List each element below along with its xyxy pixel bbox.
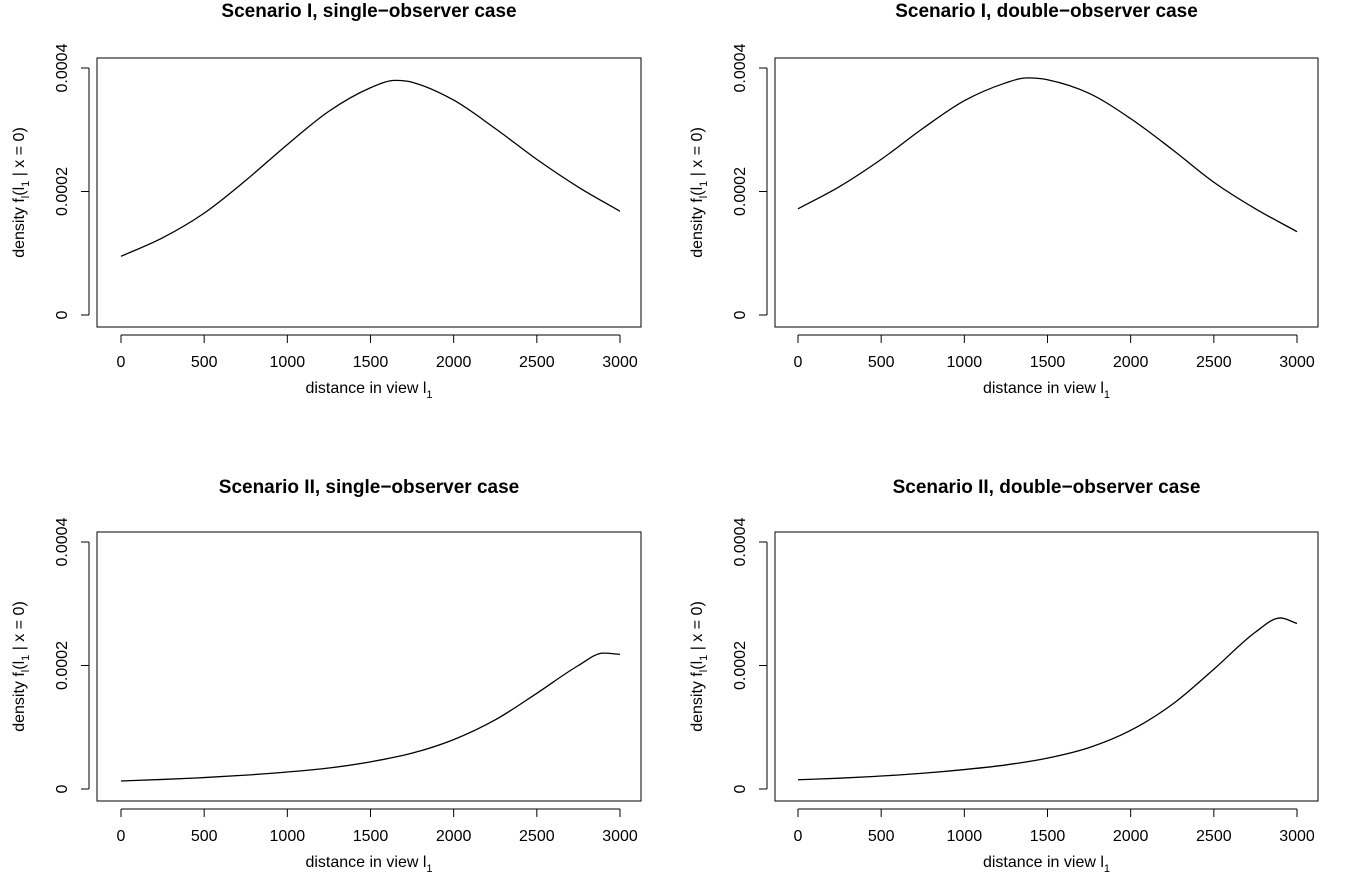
chart-title: Scenario I, double−observer case xyxy=(895,1,1198,22)
x-tick-label: 1500 xyxy=(1030,828,1066,845)
y-tick-label: 0.0004 xyxy=(732,43,749,92)
y-tick-label: 0.0002 xyxy=(54,641,71,690)
y-axis-label: density fl(l1 | x = 0) xyxy=(11,601,32,732)
x-tick-label: 500 xyxy=(191,354,218,371)
density-curve xyxy=(797,77,1298,233)
y-tick-label: 0 xyxy=(732,310,749,319)
x-tick-label: 0 xyxy=(117,354,126,371)
x-tick-label: 500 xyxy=(868,354,895,371)
y-tick-label: 0 xyxy=(54,784,71,793)
plot-frame xyxy=(96,531,642,802)
x-tick-label: 1000 xyxy=(270,354,306,371)
density-curve xyxy=(120,79,621,257)
x-tick-label: 0 xyxy=(117,828,126,845)
x-tick-label: 1000 xyxy=(270,828,306,845)
y-tick-label: 0.0002 xyxy=(54,167,71,216)
chart-title: Scenario I, single−observer case xyxy=(221,1,516,22)
y-axis-label: density fl(l1 | x = 0) xyxy=(689,127,710,258)
x-tick-label: 2500 xyxy=(1196,354,1232,371)
chart-title: Scenario II, single−observer case xyxy=(219,477,519,498)
x-tick-label: 3000 xyxy=(1279,828,1315,845)
density-curve xyxy=(797,617,1298,781)
plot-frame xyxy=(96,57,642,328)
y-tick-label: 0.0002 xyxy=(732,167,749,216)
x-tick-label: 3000 xyxy=(602,828,638,845)
x-axis-label: distance in view l1 xyxy=(305,380,432,401)
x-tick-label: 3000 xyxy=(602,354,638,371)
y-tick-label: 0 xyxy=(54,310,71,319)
y-tick-label: 0.0004 xyxy=(54,43,71,92)
plot-frame xyxy=(774,57,1319,328)
density-curve xyxy=(120,652,621,782)
x-tick-label: 2000 xyxy=(436,354,472,371)
x-tick-label: 1500 xyxy=(353,828,389,845)
y-tick-label: 0.0004 xyxy=(54,517,71,566)
y-axis-label: density fl(l1 | x = 0) xyxy=(11,127,32,258)
x-axis-label: distance in view l1 xyxy=(983,380,1110,401)
x-tick-label: 500 xyxy=(868,828,895,845)
x-tick-label: 1500 xyxy=(353,354,389,371)
x-tick-label: 3000 xyxy=(1279,354,1315,371)
x-tick-label: 2500 xyxy=(1196,828,1232,845)
y-axis-label: density fl(l1 | x = 0) xyxy=(689,601,710,732)
x-axis-label: distance in view l1 xyxy=(305,854,432,875)
x-axis-label: distance in view l1 xyxy=(983,854,1110,875)
x-tick-label: 2000 xyxy=(436,828,472,845)
x-tick-label: 2000 xyxy=(1113,354,1149,371)
y-tick-label: 0.0002 xyxy=(732,641,749,690)
x-tick-label: 0 xyxy=(794,828,803,845)
chart-panel-4: Scenario II, double−observer case 0 500 100… xyxy=(689,477,1319,875)
chart-title: Scenario II, double−observer case xyxy=(893,477,1201,498)
x-tick-label: 2500 xyxy=(519,828,555,845)
x-tick-label: 2500 xyxy=(519,354,555,371)
x-tick-label: 2000 xyxy=(1113,828,1149,845)
x-tick-label: 1000 xyxy=(947,354,983,371)
plot-frame xyxy=(774,531,1319,802)
x-tick-label: 500 xyxy=(191,828,218,845)
y-tick-label: 0 xyxy=(732,784,749,793)
chart-panel-1: Scenario I, single−observer case 0 500 1000… xyxy=(11,1,642,401)
x-tick-label: 0 xyxy=(794,354,803,371)
chart-panel-3: Scenario II, single−observer case 0 500 100… xyxy=(11,477,642,875)
y-tick-label: 0.0004 xyxy=(732,517,749,566)
x-tick-label: 1000 xyxy=(947,828,983,845)
x-tick-label: 1500 xyxy=(1030,354,1066,371)
chart-panel-2: Scenario I, double−observer case 0 500 1000… xyxy=(689,1,1319,401)
